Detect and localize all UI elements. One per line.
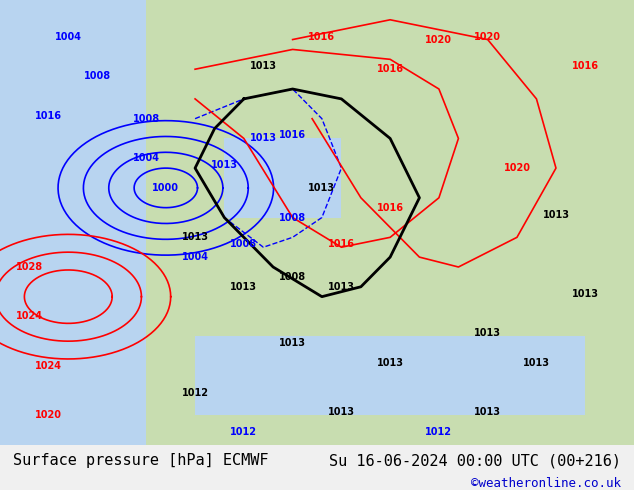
Text: 1013: 1013 — [250, 133, 277, 144]
Text: 1016: 1016 — [279, 130, 306, 141]
Text: 1012: 1012 — [230, 427, 257, 437]
Text: Su 16-06-2024 00:00 UTC (00+216): Su 16-06-2024 00:00 UTC (00+216) — [329, 453, 621, 468]
Text: 1008: 1008 — [230, 239, 257, 249]
Text: 1008: 1008 — [279, 272, 306, 282]
Text: 1013: 1013 — [377, 358, 404, 368]
FancyBboxPatch shape — [224, 139, 341, 218]
Text: 1013: 1013 — [474, 407, 501, 417]
Text: 1020: 1020 — [425, 35, 453, 45]
Text: 1013: 1013 — [474, 328, 501, 338]
Text: 1016: 1016 — [328, 239, 355, 249]
Text: 1013: 1013 — [279, 338, 306, 348]
Text: 1013: 1013 — [181, 232, 209, 243]
Text: 1013: 1013 — [211, 160, 238, 170]
Text: 1008: 1008 — [133, 114, 160, 123]
FancyBboxPatch shape — [0, 0, 634, 445]
Text: Surface pressure [hPa] ECMWF: Surface pressure [hPa] ECMWF — [13, 453, 268, 468]
Text: 1013: 1013 — [572, 289, 598, 299]
Text: 1016: 1016 — [572, 61, 598, 71]
Text: 1012: 1012 — [181, 388, 209, 397]
Text: 1008: 1008 — [279, 213, 306, 222]
Text: 1004: 1004 — [55, 31, 82, 42]
Text: 1013: 1013 — [543, 210, 569, 220]
Text: 1020: 1020 — [503, 163, 531, 173]
Text: 1024: 1024 — [36, 361, 62, 371]
Text: 1013: 1013 — [250, 61, 277, 71]
Text: 1016: 1016 — [308, 31, 335, 42]
Text: 1016: 1016 — [377, 203, 404, 213]
Text: 1004: 1004 — [181, 252, 209, 262]
Text: 1013: 1013 — [328, 282, 355, 292]
FancyBboxPatch shape — [0, 0, 146, 445]
Text: 1013: 1013 — [308, 183, 335, 193]
Text: 1013: 1013 — [328, 407, 355, 417]
Text: 1013: 1013 — [230, 282, 257, 292]
Text: 1020: 1020 — [36, 410, 62, 420]
FancyBboxPatch shape — [195, 336, 585, 416]
Text: 1024: 1024 — [16, 312, 42, 321]
Text: 1008: 1008 — [84, 71, 111, 81]
Text: 1028: 1028 — [16, 262, 43, 272]
Text: 1000: 1000 — [152, 183, 179, 193]
Text: 1004: 1004 — [133, 153, 160, 163]
Text: 1016: 1016 — [36, 111, 62, 121]
Text: 1013: 1013 — [523, 358, 550, 368]
Text: ©weatheronline.co.uk: ©weatheronline.co.uk — [471, 477, 621, 490]
Text: 1012: 1012 — [425, 427, 453, 437]
Text: 1020: 1020 — [474, 31, 501, 42]
Text: 1016: 1016 — [377, 64, 404, 74]
